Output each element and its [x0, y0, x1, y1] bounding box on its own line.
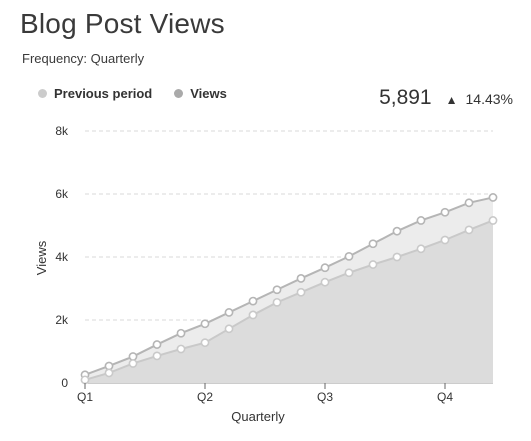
- area-layer: [85, 197, 493, 383]
- point-previous: [128, 359, 138, 368]
- point-views: [224, 308, 234, 317]
- point-previous: [344, 268, 354, 278]
- point-previous: [440, 235, 450, 245]
- point-views: [368, 239, 378, 249]
- point-views: [344, 251, 354, 261]
- point-previous: [320, 277, 330, 287]
- point-views: [200, 319, 210, 329]
- tick-layer: 0 2k 4k 6k 8k Q1 Q2 Q3 Q4: [55, 124, 453, 404]
- point-views: [416, 216, 426, 225]
- kpi-change-percent: 14.43%: [465, 91, 513, 107]
- legend-dot-views-icon: [174, 89, 184, 98]
- point-previous: [296, 287, 306, 297]
- point-previous: [200, 338, 210, 348]
- point-previous: [392, 252, 402, 262]
- point-views: [104, 361, 114, 371]
- point-previous: [224, 324, 234, 334]
- point-views: [320, 263, 330, 273]
- point-previous: [488, 216, 498, 225]
- legend-item-previous-period[interactable]: Previous period: [38, 86, 152, 101]
- x-axis-title: Quarterly: [231, 409, 285, 424]
- chart-legend: Previous period Views: [38, 86, 227, 101]
- kpi-summary: 5,891 ▲ 14.43%: [379, 86, 513, 110]
- frequency-label: Frequency: Quarterly: [22, 51, 145, 66]
- y-tick-label: 0: [61, 376, 68, 390]
- chart-title: Blog Post Views: [20, 8, 225, 39]
- point-previous: [176, 344, 186, 354]
- point-previous: [368, 260, 378, 269]
- x-tick-label: Q3: [317, 390, 333, 404]
- point-views: [488, 193, 498, 202]
- legend-dot-previous-icon: [38, 89, 47, 98]
- point-views: [272, 285, 282, 295]
- point-previous: [104, 368, 114, 378]
- point-views: [296, 274, 306, 283]
- point-previous: [272, 297, 282, 307]
- point-views: [128, 352, 138, 361]
- x-tick-label: Q2: [197, 390, 213, 404]
- x-tick-label: Q4: [437, 390, 453, 404]
- y-tick-label: 6k: [55, 187, 69, 201]
- point-views: [464, 198, 474, 208]
- legend-item-views[interactable]: Views: [174, 86, 227, 101]
- y-tick-label: 8k: [55, 124, 69, 138]
- point-views: [248, 296, 258, 306]
- point-views: [152, 340, 162, 349]
- point-previous: [152, 351, 162, 361]
- x-tick-label: Q1: [77, 390, 93, 404]
- y-axis-title: Views: [34, 240, 49, 275]
- legend-label-previous-period: Previous period: [54, 86, 153, 101]
- y-tick-label: 2k: [55, 313, 69, 327]
- point-views: [392, 226, 402, 236]
- point-views: [176, 328, 186, 338]
- point-views: [440, 207, 450, 217]
- kpi-value: 5,891: [379, 86, 432, 109]
- trend-up-icon: ▲: [445, 93, 458, 107]
- point-previous: [248, 310, 258, 320]
- y-tick-label: 4k: [55, 250, 69, 264]
- area-previous: [85, 220, 493, 383]
- point-layer: [80, 193, 498, 385]
- point-previous: [80, 375, 90, 385]
- point-previous: [416, 244, 426, 254]
- legend-label-views: Views: [190, 86, 227, 101]
- point-previous: [464, 225, 474, 235]
